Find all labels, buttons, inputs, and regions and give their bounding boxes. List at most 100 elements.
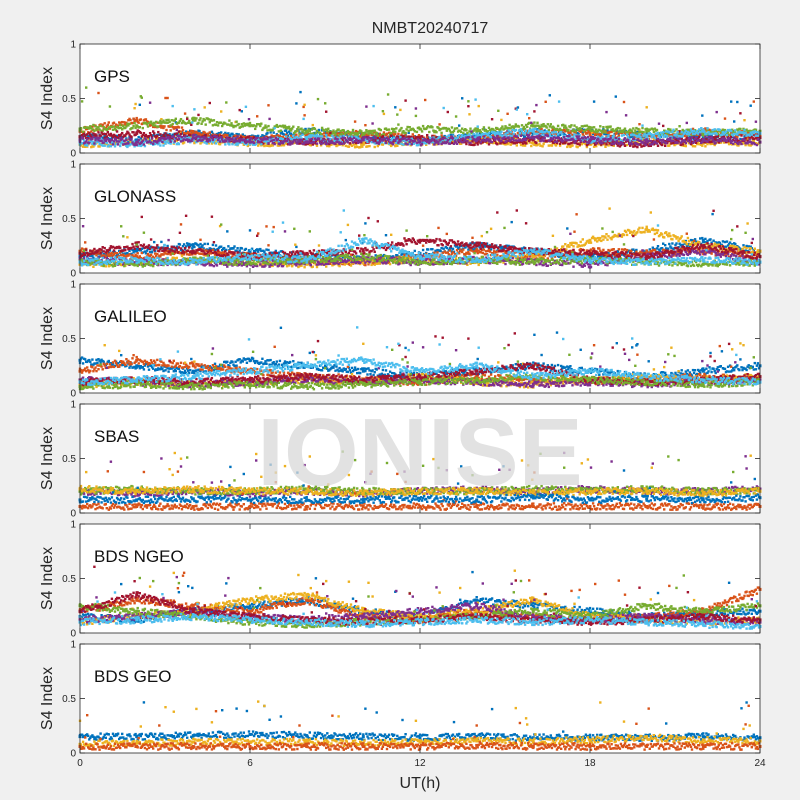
scatter-point: [99, 134, 102, 137]
scatter-point: [374, 136, 377, 140]
scatter-point: [620, 134, 624, 137]
scatter-point: [107, 126, 110, 129]
scatter-point: [592, 145, 596, 148]
scatter-point: [155, 120, 158, 124]
scatter-point: [526, 125, 529, 128]
scatter-point: [157, 130, 160, 134]
scatter-point: [572, 128, 575, 132]
scatter-point: [540, 123, 543, 127]
scatter-point: [311, 134, 314, 137]
scatter-point: [382, 112, 386, 116]
scatter-point: [224, 122, 227, 125]
scatter-point: [513, 142, 516, 145]
scatter-point: [174, 121, 177, 124]
scatter-point: [240, 110, 243, 113]
scatter-point: [693, 139, 697, 142]
scatter-point: [673, 136, 676, 139]
scatter-point: [636, 145, 639, 149]
scatter-point: [438, 135, 441, 139]
scatter-point: [372, 140, 375, 143]
scatter-point: [325, 110, 328, 113]
scatter-point: [81, 130, 85, 133]
scatter-point: [611, 139, 614, 142]
scatter-point: [420, 130, 424, 133]
scatter-point: [545, 130, 548, 133]
scatter-point: [725, 133, 729, 137]
scatter-point: [144, 252, 148, 255]
scatter-point: [203, 106, 206, 109]
scatter-point: [255, 135, 258, 138]
data-point: [191, 118, 195, 122]
scatter-point: [677, 140, 680, 143]
scatter-point: [310, 137, 313, 141]
scatter-point: [736, 135, 739, 139]
scatter-point: [574, 131, 577, 134]
scatter-point: [420, 135, 424, 138]
scatter-point: [239, 125, 242, 129]
scatter-point: [614, 95, 617, 98]
scatter-point: [320, 126, 324, 130]
scatter-point: [678, 133, 681, 136]
scatter-point: [529, 141, 532, 144]
scatter-point: [734, 129, 737, 132]
scatter-point: [655, 128, 659, 132]
scatter-point: [587, 130, 591, 134]
scatter-point: [93, 142, 96, 145]
scatter-point: [277, 130, 280, 133]
scatter-point: [325, 134, 328, 137]
scatter-point: [636, 132, 639, 135]
scatter-point: [526, 113, 529, 116]
scatter-point: [194, 119, 197, 122]
scatter-point: [554, 136, 558, 140]
scatter-point: [231, 143, 234, 146]
y-tick-label: 0: [70, 149, 76, 160]
scatter-point: [623, 127, 627, 130]
scatter-point: [263, 126, 266, 129]
scatter-point: [694, 135, 698, 138]
scatter-point: [413, 139, 416, 143]
scatter-point: [133, 122, 136, 125]
scatter-point: [147, 135, 151, 138]
scatter-point: [404, 131, 407, 135]
scatter-point: [371, 122, 374, 125]
scatter-point: [144, 121, 148, 124]
scatter-point: [79, 127, 83, 130]
scatter-point: [515, 135, 518, 138]
scatter-point: [198, 132, 201, 135]
scatter-point: [425, 143, 428, 146]
scatter-point: [440, 134, 443, 137]
scatter-point: [685, 132, 688, 136]
scatter-point: [300, 127, 303, 130]
scatter-point: [311, 132, 314, 135]
scatter-point: [601, 141, 604, 144]
scatter-point: [583, 124, 586, 128]
scatter-point: [618, 145, 622, 148]
scatter-point: [723, 117, 727, 120]
scatter-point: [152, 124, 155, 127]
scatter-point: [102, 140, 105, 143]
scatter-point: [159, 124, 162, 128]
scatter-point: [622, 133, 626, 137]
scatter-point: [500, 118, 503, 122]
scatter-point: [119, 144, 122, 148]
scatter-point: [426, 136, 429, 139]
scatter-point: [267, 124, 270, 128]
scatter-point: [251, 137, 255, 140]
scatter-point: [134, 133, 137, 136]
scatter-point: [503, 127, 506, 130]
scatter-point: [678, 137, 681, 140]
scatter-point: [300, 138, 303, 141]
scatter-point: [456, 136, 460, 139]
scatter-point: [657, 122, 661, 125]
scatter-point: [316, 97, 320, 101]
scatter-point: [595, 128, 598, 131]
scatter-point: [449, 131, 453, 134]
scatter-point: [364, 131, 367, 134]
scatter-point: [408, 126, 411, 129]
scatter-point: [600, 132, 603, 136]
scatter-point: [676, 131, 679, 134]
scatter-point: [500, 139, 503, 143]
scatter-point: [353, 120, 357, 123]
scatter-point: [744, 137, 747, 140]
scatter-point: [124, 134, 127, 137]
